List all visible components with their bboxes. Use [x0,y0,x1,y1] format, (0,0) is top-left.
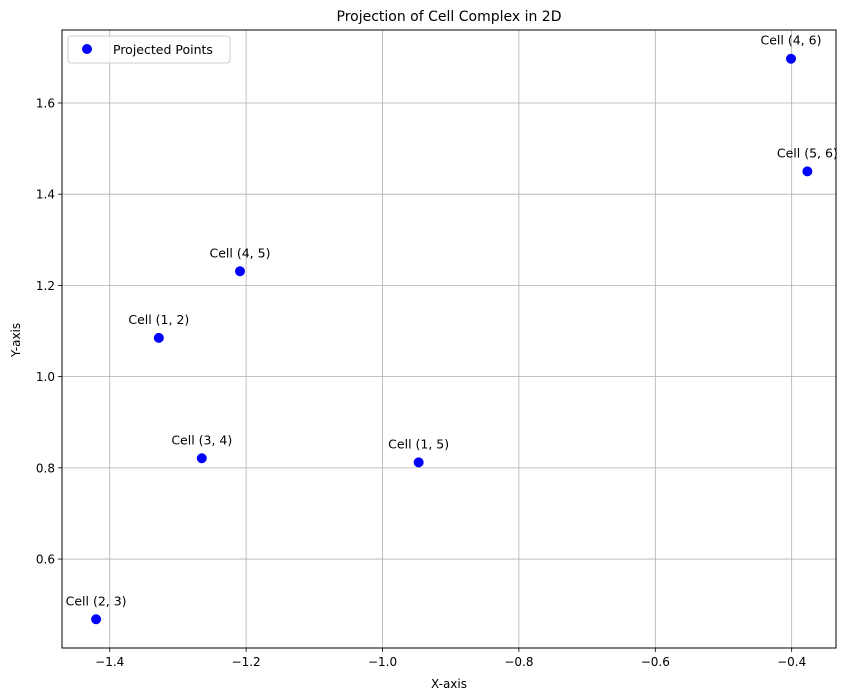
x-tick-label: −0.8 [504,655,533,669]
legend-marker [82,44,92,54]
data-point [413,457,424,468]
point-label: Cell (5, 6) [777,145,838,160]
y-tick-label: 1.4 [36,188,55,202]
y-tick-label: 1.0 [36,370,55,384]
legend: Projected Points [67,35,231,64]
x-tick-label: −0.4 [777,655,806,669]
data-point [196,453,207,464]
chart-title: Projection of Cell Complex in 2D [337,9,562,25]
y-tick-label: 0.8 [36,461,55,475]
point-label: Cell (2, 3) [66,593,127,608]
grid-lines [62,30,836,648]
plot-area-frame [61,29,837,649]
point-label: Cell (1, 5) [388,436,449,451]
data-point [802,166,813,177]
data-point [153,332,164,343]
y-tick-label: 1.6 [36,96,55,110]
legend-box [67,35,231,64]
data-point [785,53,796,64]
point-label: Cell (1, 2) [128,312,189,327]
x-tick-label: −1.2 [232,655,261,669]
data-points: Cell (1, 2) Cell (1, 5) Cell (2, 3) Cell (3… [66,33,838,625]
y-axis-label: Y-axis [9,323,23,358]
point-label: Cell (4, 6) [761,33,822,48]
data-point [234,266,245,277]
y-tick-label: 0.6 [36,553,55,567]
axis-ticks: −1.4 −1.2 −1.0 −0.8 −0.6 −0.4 0.6 0.8 1.0 1.2 1.4 1… [36,96,806,669]
x-tick-label: −1.0 [368,655,397,669]
data-point [91,614,102,625]
x-tick-label: −0.6 [641,655,670,669]
y-tick-label: 1.2 [36,279,55,293]
legend-label: Projected Points [113,42,213,57]
point-label: Cell (3, 4) [171,432,232,447]
x-tick-label: −1.4 [95,655,124,669]
x-axis-label: X-axis [431,677,467,691]
point-label: Cell (4, 5) [210,245,271,260]
